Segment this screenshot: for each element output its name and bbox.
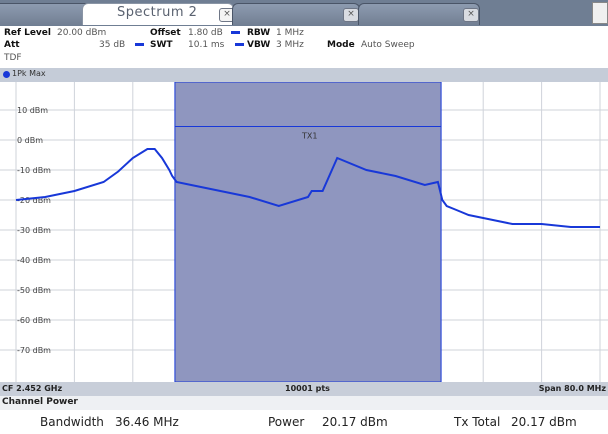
tab-bar: Spectrum 2 × × × xyxy=(0,0,608,26)
trace-dot-icon xyxy=(3,71,10,78)
tab-label: Spectrum 2 xyxy=(117,5,198,20)
power-value: 20.17 dBm xyxy=(322,415,388,429)
window-menu-icon[interactable] xyxy=(592,2,608,24)
tx-total-value: 20.17 dBm xyxy=(511,415,577,429)
tab-spectrum-2[interactable]: Spectrum 2 × xyxy=(82,3,235,25)
att-label: Att xyxy=(4,40,20,50)
trace-label: 1Pk Max xyxy=(12,69,46,78)
sweep-footer: CF 2.452 GHz 10001 pts Span 80.0 MHz xyxy=(0,382,608,396)
y-tick-label: -10 dBm xyxy=(17,166,51,175)
frequency-span: Span 80.0 MHz xyxy=(538,384,606,393)
bandwidth-value: 36.46 MHz xyxy=(115,415,179,429)
channel-power-results: Bandwidth 36.46 MHz Power 20.17 dBm Tx T… xyxy=(0,410,608,434)
ref-level-value: 20.00 dBm xyxy=(57,28,107,38)
tab-4[interactable]: × xyxy=(358,3,480,25)
y-tick-label: -40 dBm xyxy=(17,256,51,265)
offset-value: 1.80 dB xyxy=(188,28,223,38)
vbw-value: 3 MHz xyxy=(276,40,304,50)
vbw-label: VBW xyxy=(247,40,271,50)
y-tick-label: 0 dBm xyxy=(17,136,43,145)
close-icon[interactable]: × xyxy=(343,8,359,22)
rbw-label: RBW xyxy=(247,28,271,38)
swt-value: 10.1 ms xyxy=(188,40,225,50)
y-tick-label: -30 dBm xyxy=(17,226,51,235)
channel-power-heading: Channel Power xyxy=(2,397,78,407)
y-tick-label: -50 dBm xyxy=(17,286,51,295)
mode-value: Auto Sweep xyxy=(361,40,415,50)
y-tick-labels: 10 dBm 0 dBm -10 dBm -20 dBm -30 dBm -40 dBm -… xyxy=(17,106,51,355)
rbw-value: 1 MHz xyxy=(276,28,304,38)
channel-label: TX1 xyxy=(301,132,317,141)
ref-level-label: Ref Level xyxy=(4,28,51,38)
spectrum-plot[interactable]: 10 dBm 0 dBm -10 dBm -20 dBm -30 dBm -40 dBm -… xyxy=(0,82,608,382)
coupled-indicator xyxy=(135,43,144,46)
tdf-label: TDF xyxy=(4,53,22,63)
y-tick-label: -20 dBm xyxy=(17,196,51,205)
channel-power-title: Channel Power xyxy=(0,396,608,410)
tx-total-label: Tx Total xyxy=(454,415,501,429)
sweep-points: 10001 pts xyxy=(285,384,330,393)
settings-panel: Ref Level 20.00 dBm Offset 1.80 dB RBW 1… xyxy=(0,26,608,68)
tab-3[interactable]: × xyxy=(232,3,360,25)
mode-label: Mode xyxy=(327,40,355,50)
close-icon[interactable]: × xyxy=(463,8,479,22)
center-frequency: CF 2.452 GHz xyxy=(2,384,63,393)
offset-label: Offset xyxy=(150,28,181,38)
coupled-indicator xyxy=(231,31,240,34)
att-value: 35 dB xyxy=(99,40,126,50)
coupled-indicator xyxy=(235,43,244,46)
channel-bar xyxy=(174,82,442,382)
y-tick-label: -70 dBm xyxy=(17,346,51,355)
bandwidth-label: Bandwidth xyxy=(40,415,104,429)
y-tick-label: -60 dBm xyxy=(17,316,51,325)
swt-label: SWT xyxy=(150,40,173,50)
y-tick-label: 10 dBm xyxy=(17,106,48,115)
trace-line xyxy=(15,148,600,228)
power-label: Power xyxy=(268,415,305,429)
trace-header: 1Pk Max xyxy=(0,68,608,82)
